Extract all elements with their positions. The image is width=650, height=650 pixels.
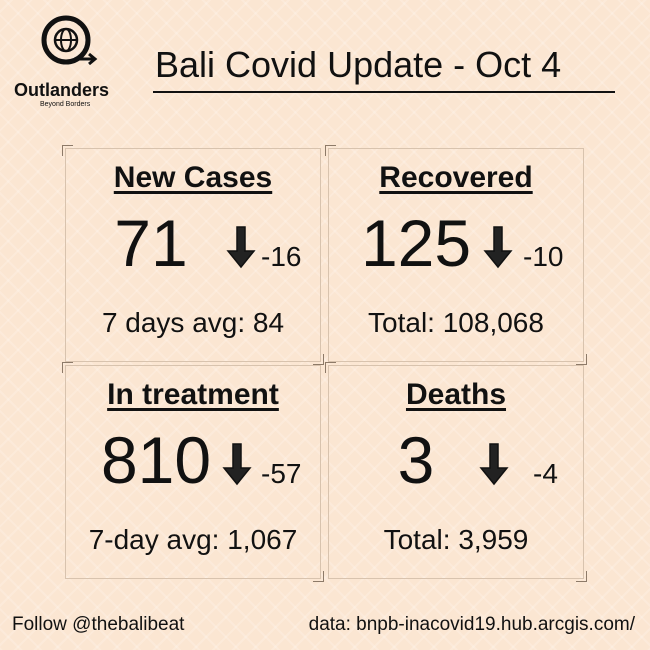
stat-card: In treatment 810 -57 7-day avg: 1,067 bbox=[62, 362, 324, 582]
logo bbox=[41, 15, 98, 66]
card-change: -57 bbox=[261, 458, 302, 489]
card-note: Total: 3,959 bbox=[383, 524, 529, 555]
footer-right: data: bnpb-inacovid19.hub.arcgis.com/ bbox=[308, 614, 635, 635]
down-arrow bbox=[479, 442, 509, 491]
card-change: -10 bbox=[523, 241, 564, 272]
card-value: 71 bbox=[114, 206, 188, 280]
title-rule bbox=[153, 91, 615, 93]
stat-card: New Cases 71 -16 7 days avg: 84 bbox=[62, 145, 324, 365]
card-value: 810 bbox=[100, 423, 212, 497]
card-note: 7-day avg: 1,067 bbox=[88, 524, 298, 555]
card-value: 125 bbox=[360, 206, 472, 280]
card-title: Recovered bbox=[379, 161, 533, 194]
card-title: In treatment bbox=[107, 378, 279, 411]
card-change: -4 bbox=[533, 458, 558, 489]
stat-card: Deaths 3 -4 Total: 3,959 bbox=[325, 362, 587, 582]
card-title: Deaths bbox=[405, 378, 507, 411]
title: Bali Covid Update - Oct 4 bbox=[155, 44, 562, 85]
down-arrow bbox=[222, 442, 252, 491]
card-note: 7 days avg: 84 bbox=[101, 307, 285, 338]
down-arrow bbox=[226, 225, 256, 274]
card-note: Total: 108,068 bbox=[368, 307, 544, 338]
brand: Outlanders bbox=[14, 80, 110, 100]
down-arrow bbox=[483, 225, 513, 274]
card-change: -16 bbox=[261, 241, 302, 272]
card-value: 3 bbox=[397, 423, 435, 497]
stat-card: Recovered 125 -10 Total: 108,068 bbox=[325, 145, 587, 365]
card-title: New Cases bbox=[113, 161, 273, 194]
footer-left: Follow @thebalibeat bbox=[12, 614, 185, 635]
tagline: Beyond Borders bbox=[40, 101, 91, 108]
